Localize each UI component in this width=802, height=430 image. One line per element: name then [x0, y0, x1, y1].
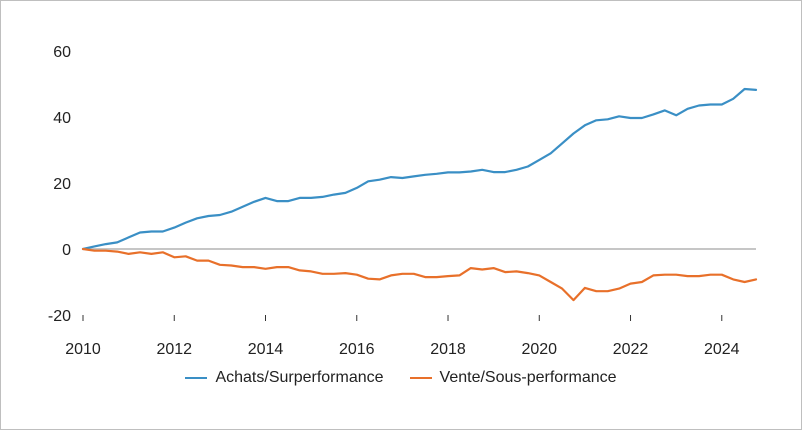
legend-item-vente: Vente/Sous-performance — [409, 369, 617, 387]
legend-label-achats: Achats/Surperformance — [215, 369, 384, 386]
series-layer — [81, 87, 758, 302]
x-tick-label: 2010 — [65, 341, 101, 358]
series-line-vente — [81, 247, 758, 302]
x-tick-label: 2022 — [613, 341, 649, 358]
x-tick-label: 2016 — [339, 341, 375, 358]
y-tick-label: 0 — [62, 242, 71, 259]
y-tick-label: 40 — [53, 110, 71, 127]
legend-item-achats: Achats/Surperformance — [185, 369, 384, 387]
x-tick-label: 2012 — [156, 341, 192, 358]
series-line-achats — [81, 87, 758, 251]
y-tick-label: -20 — [48, 308, 71, 325]
legend: Achats/Surperformance Vente/Sous-perform… — [1, 369, 801, 387]
y-axis: 60 40 20 0 -20 — [48, 44, 71, 325]
x-tick-label: 2014 — [248, 341, 284, 358]
legend-swatch-vente — [409, 377, 432, 379]
y-tick-label: 60 — [53, 44, 71, 61]
x-tick-label: 2024 — [704, 341, 740, 358]
y-tick-label: 20 — [53, 176, 71, 193]
x-axis: 2010 2012 2014 2016 2018 2020 2022 2024 — [65, 315, 740, 358]
legend-label-vente: Vente/Sous-performance — [439, 369, 617, 386]
legend-swatch-achats — [185, 377, 208, 379]
x-tick-label: 2018 — [430, 341, 466, 358]
x-tick-label: 2020 — [521, 341, 557, 358]
